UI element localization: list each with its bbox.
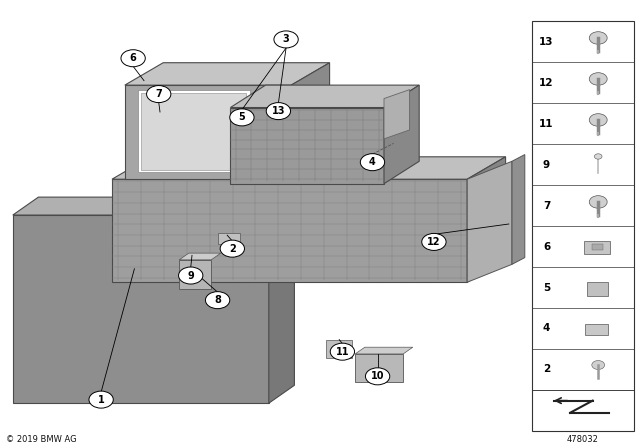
Polygon shape — [179, 253, 221, 260]
Text: 1: 1 — [98, 395, 104, 405]
Text: 2: 2 — [543, 365, 550, 375]
Text: 478032: 478032 — [567, 435, 599, 444]
Polygon shape — [125, 85, 291, 179]
Text: 7: 7 — [543, 201, 550, 211]
Text: 6: 6 — [543, 241, 550, 251]
Polygon shape — [13, 197, 294, 215]
Polygon shape — [326, 340, 352, 358]
FancyBboxPatch shape — [586, 324, 609, 335]
Polygon shape — [179, 260, 211, 289]
Polygon shape — [467, 157, 506, 282]
Text: 5: 5 — [543, 283, 550, 293]
Circle shape — [266, 103, 291, 120]
Circle shape — [179, 267, 203, 284]
Circle shape — [121, 50, 145, 67]
Text: 13: 13 — [540, 37, 554, 47]
Polygon shape — [138, 90, 250, 172]
Circle shape — [595, 154, 602, 159]
Polygon shape — [125, 63, 330, 85]
Text: 7: 7 — [156, 89, 162, 99]
Circle shape — [360, 154, 385, 171]
Polygon shape — [355, 354, 403, 382]
Polygon shape — [218, 233, 240, 244]
Text: 12: 12 — [427, 237, 441, 247]
Circle shape — [147, 86, 171, 103]
Circle shape — [330, 343, 355, 360]
Polygon shape — [269, 197, 294, 403]
Circle shape — [589, 73, 607, 85]
Circle shape — [365, 368, 390, 385]
Circle shape — [89, 391, 113, 408]
Polygon shape — [384, 90, 410, 139]
Circle shape — [589, 114, 607, 126]
Circle shape — [589, 32, 607, 44]
Text: 8: 8 — [214, 295, 221, 305]
FancyBboxPatch shape — [592, 244, 604, 250]
Circle shape — [220, 240, 244, 257]
Text: © 2019 BMW AG: © 2019 BMW AG — [6, 435, 77, 444]
Polygon shape — [230, 108, 384, 184]
Text: 6: 6 — [130, 53, 136, 63]
Text: 12: 12 — [540, 78, 554, 87]
FancyBboxPatch shape — [587, 282, 609, 296]
Polygon shape — [112, 179, 467, 282]
Text: 11: 11 — [540, 119, 554, 129]
Text: 11: 11 — [335, 347, 349, 357]
Polygon shape — [141, 93, 246, 170]
Polygon shape — [13, 215, 269, 403]
FancyBboxPatch shape — [584, 241, 610, 254]
FancyBboxPatch shape — [532, 21, 634, 431]
Circle shape — [274, 31, 298, 48]
Polygon shape — [230, 85, 419, 108]
Text: 9: 9 — [543, 159, 550, 169]
Text: 10: 10 — [371, 371, 385, 381]
Polygon shape — [355, 347, 413, 354]
Polygon shape — [112, 157, 506, 179]
Text: 13: 13 — [271, 106, 285, 116]
Text: 2: 2 — [229, 244, 236, 254]
Polygon shape — [384, 85, 419, 184]
Polygon shape — [467, 161, 512, 282]
Circle shape — [205, 292, 230, 309]
Polygon shape — [291, 63, 330, 179]
Circle shape — [589, 196, 607, 208]
Text: 9: 9 — [188, 271, 194, 280]
Circle shape — [592, 361, 605, 370]
Text: 4: 4 — [543, 323, 550, 333]
Circle shape — [422, 233, 446, 250]
Circle shape — [230, 109, 254, 126]
Polygon shape — [512, 155, 525, 264]
Text: 5: 5 — [239, 112, 245, 122]
Text: 3: 3 — [283, 34, 289, 44]
Text: 4: 4 — [369, 157, 376, 167]
